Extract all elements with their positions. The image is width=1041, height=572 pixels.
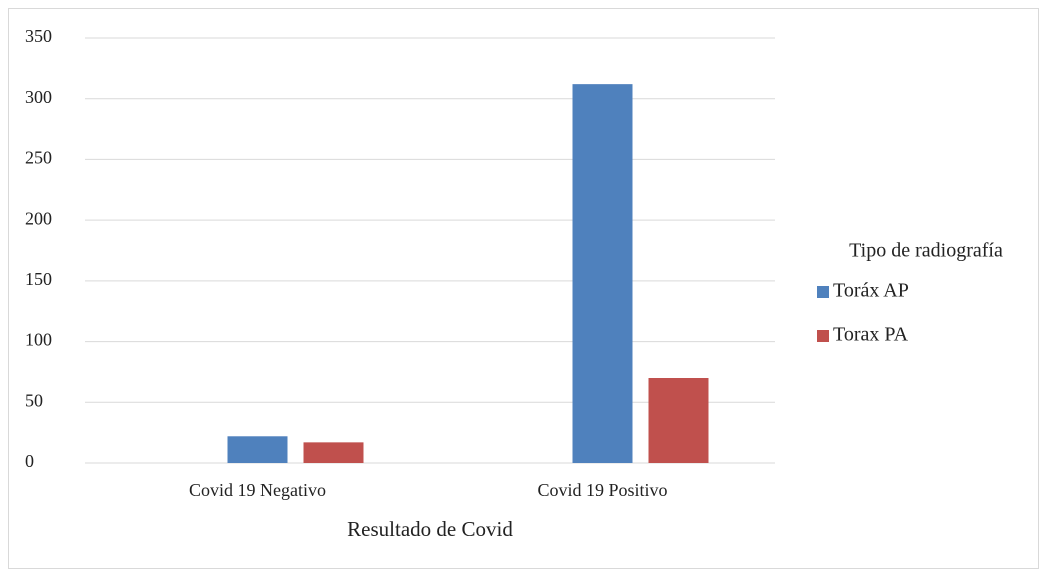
y-tick-label: 300 — [25, 87, 52, 107]
chart-border — [8, 8, 1039, 569]
y-tick-label: 100 — [25, 330, 52, 350]
legend-swatch — [817, 286, 829, 298]
bar — [303, 442, 364, 463]
y-tick-label: 200 — [25, 208, 52, 228]
legend-label: Torax PA — [833, 324, 909, 346]
y-tick-label: 250 — [25, 148, 52, 168]
x-tick-label: Covid 19 Positivo — [537, 480, 667, 500]
x-axis-title: Resultado de Covid — [347, 517, 513, 541]
bar — [648, 378, 709, 463]
legend-label: Toráx AP — [833, 280, 909, 302]
legend-swatch — [817, 330, 829, 342]
y-tick-label: 0 — [25, 451, 34, 471]
x-tick-label: Covid 19 Negativo — [189, 480, 326, 500]
y-tick-label: 150 — [25, 269, 52, 289]
y-tick-label: 350 — [25, 26, 52, 46]
legend-title: Tipo de radiografía — [849, 240, 1003, 262]
y-tick-label: 50 — [25, 390, 43, 410]
bar — [572, 84, 633, 464]
bar — [227, 436, 288, 463]
